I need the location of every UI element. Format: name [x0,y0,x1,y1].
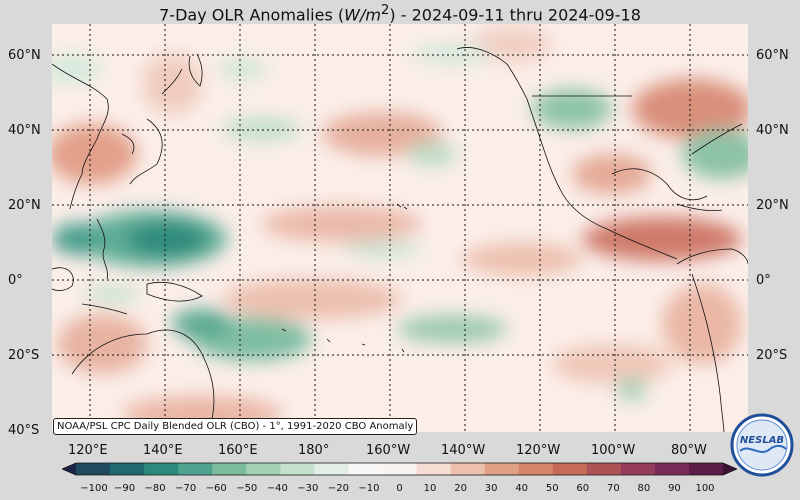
colorbar-tick-label: −30 [297,483,319,494]
anomaly-map [52,24,748,432]
lon-label-120w: 120°W [516,443,561,458]
colorbar-segment [416,463,452,475]
colorbar-tick-label: −60 [205,483,227,494]
colorbar-segment [212,463,247,475]
colorbar-tick-label: 100 [695,483,715,494]
data-source-note: NOAA/PSL CPC Daily Blended OLR (CBO) - 1… [53,418,418,435]
colorbar-tick-label: 40 [515,483,529,494]
colorbar-tick-label: −70 [175,483,197,494]
lon-label-160e: 160°E [218,443,258,458]
logo-text: NESLAB [740,435,784,446]
colorbar-segment [246,463,281,475]
lon-label-80w: 80°W [671,443,707,458]
lon-label-180: 180° [298,443,330,458]
title-unit-sup: 2 [380,3,390,18]
colorbar-segment [144,463,179,475]
colorbar-tick-label: 0 [396,483,403,494]
colorbar-under-arrow [62,463,76,475]
lat-label-40n-right: 40°N [756,123,789,138]
lat-label-40s-left: 40°S [8,423,40,438]
lon-label-100w: 100°W [591,443,636,458]
colorbar-tick-label: 50 [545,483,559,494]
colorbar-tick-label: 90 [668,483,681,494]
map-title: 7-Day OLR Anomalies (W/m2) - 2024-09-11 … [159,3,641,25]
colorbar-graphic [60,462,739,476]
colorbar-segment [654,463,690,475]
colorbar-tick-label: 10 [423,483,437,494]
colorbar-segment [382,463,418,475]
colorbar-tick-label: −90 [113,483,136,494]
lat-label-20n-left: 20°N [8,198,41,213]
lon-label-160w: 160°W [366,443,411,458]
colorbar-tick-label: −50 [236,483,258,494]
colorbar-segment [484,463,520,475]
colorbar-tick-label: −100 [80,483,108,494]
colorbar-tick-label: −10 [358,483,380,494]
colorbar-segment [314,463,349,475]
colorbar-segment [688,463,724,475]
colorbar-tick-label: 70 [606,483,620,494]
lat-label-20n-right: 20°N [756,198,789,213]
colorbar-segment [620,463,656,475]
anomaly-field [52,26,748,432]
colorbar: −100 −90 −80 −70 −60 −50 −40 −30 −20 −10 0 10 20 30 40… [60,461,739,495]
colorbar-segment [552,463,588,475]
colorbar-tick-label: −80 [144,483,166,494]
lon-label-120e: 120°E [68,443,108,458]
title-unit-var: W/m [344,5,381,25]
noaa-logo: NESLAB [730,413,794,477]
colorbar-tick-label: −40 [266,483,288,494]
colorbar-tick-label: −20 [327,483,349,494]
lat-label-60n-right: 60°N [756,48,789,63]
colorbar-tick-label: 30 [484,483,498,494]
colorbar-segment [518,463,554,475]
colorbar-over-arrow [723,463,737,475]
lat-label-20s-left: 20°S [8,348,40,363]
graticule [52,24,748,432]
lat-label-eq-left: 0° [8,273,23,288]
colorbar-segment [348,463,383,475]
lat-label-40n-left: 40°N [8,123,41,138]
colorbar-segment [110,463,145,475]
colorbar-tick-label: 20 [454,483,467,494]
colorbar-segment [450,463,486,475]
lon-label-140w: 140°W [441,443,486,458]
lat-label-eq-right: 0° [756,273,771,288]
lat-label-20s-right: 20°S [756,348,788,363]
colorbar-segment [76,463,111,475]
colorbar-segment [280,463,315,475]
colorbar-tick-label: 80 [637,483,651,494]
colorbar-tick-label: 60 [576,483,590,494]
colorbar-segment [586,463,622,475]
lat-label-60n-left: 60°N [8,48,41,63]
colorbar-segment [178,463,213,475]
lon-label-140e: 140°E [143,443,183,458]
